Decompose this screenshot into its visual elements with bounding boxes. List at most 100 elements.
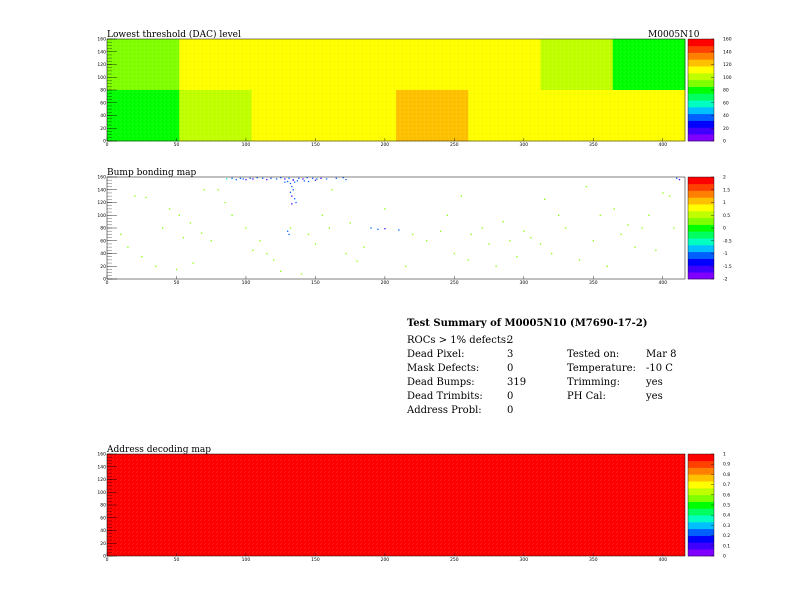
- dead-bump-point: [530, 236, 532, 239]
- dead-bump-point: [284, 181, 286, 183]
- dead-bump-point: [370, 227, 372, 229]
- colorbar-segment: [688, 100, 714, 108]
- dead-bump-point: [293, 198, 296, 200]
- dead-bump-point: [641, 227, 643, 229]
- colorbar-segment: [688, 86, 714, 94]
- dead-bump-point: [273, 259, 275, 261]
- colorbar-segment: [688, 39, 714, 47]
- dead-bump-point: [242, 178, 244, 180]
- y-tick-label: 140: [97, 464, 106, 470]
- bump-bonding-plot-area: [107, 177, 685, 279]
- colorbar-segment: [688, 467, 714, 475]
- x-tick-label: 50: [174, 142, 180, 148]
- dead-bump-point: [425, 240, 428, 242]
- dead-bump-point: [145, 196, 147, 199]
- dead-bump-point: [307, 180, 310, 183]
- x-tick-label: 300: [520, 557, 529, 563]
- colorbar-segment: [688, 265, 714, 273]
- colorbar-tick-label: 100: [723, 75, 732, 81]
- threshold-map-x-axis: 0 50 100 150 200 250 300 350 400: [106, 138, 667, 148]
- colorbar-segment: [688, 224, 714, 232]
- colorbar-segment: [688, 238, 714, 246]
- colorbar-tick-label: 0.9: [723, 462, 730, 468]
- colorbar-segment: [688, 127, 714, 135]
- colorbar-tick-label: 0.2: [723, 533, 730, 539]
- address-decoding-colorbar: 1 0.9 0.8 0.7 0.6 0.5 0.4 0.3 0.2 0.1 0: [687, 452, 730, 560]
- summary-row: Dead Bumps: 319 Trimming: yes: [407, 377, 707, 391]
- dead-bump-point: [673, 227, 675, 229]
- dead-bump-point: [280, 177, 282, 179]
- address-decoding-panel: Address decoding map 0 50 100 150 200 250 300 3…: [97, 445, 730, 563]
- x-tick-label: 200: [381, 280, 390, 286]
- colorbar-tick-label: 0: [723, 139, 726, 145]
- summary-right-value: Mar 8: [646, 349, 677, 360]
- dead-bump-point: [634, 246, 636, 248]
- x-tick-label: 250: [450, 557, 459, 563]
- colorbar-segment: [688, 508, 714, 516]
- dead-bump-point: [460, 195, 463, 197]
- x-tick-label: 100: [242, 142, 251, 148]
- dead-bump-point: [249, 177, 251, 179]
- module-id-label: M0005N10: [648, 30, 700, 40]
- x-tick-label: 350: [589, 142, 598, 148]
- bump-bonding-title: Bump bonding map: [107, 168, 197, 178]
- dead-bump-point: [331, 189, 333, 191]
- dead-bump-point: [345, 178, 347, 181]
- colorbar-tick-label: 0.3: [723, 523, 730, 529]
- summary-right-label: Temperature:: [567, 363, 636, 374]
- dead-bump-point: [613, 208, 615, 210]
- dead-bump-point: [293, 181, 296, 183]
- dead-bump-point: [316, 178, 318, 180]
- dead-bump-point: [363, 246, 365, 248]
- summary-left-value: 0: [507, 363, 514, 374]
- y-tick-label: 80: [100, 503, 106, 509]
- x-tick-label: 150: [311, 142, 320, 148]
- y-tick-label: 0: [103, 277, 106, 283]
- dead-bump-point: [676, 177, 678, 179]
- x-tick-label: 0: [106, 557, 109, 563]
- summary-left-label: Dead Pixel:: [407, 349, 465, 360]
- y-tick-label: 20: [100, 264, 106, 270]
- dead-bump-point: [161, 227, 164, 229]
- colorbar-segment: [688, 134, 714, 142]
- colorbar-segment: [688, 204, 714, 212]
- y-tick-label: 160: [97, 452, 106, 458]
- dead-bump-point: [303, 180, 305, 182]
- colorbar-segment: [688, 494, 714, 502]
- dead-bump-point: [178, 214, 180, 216]
- colorbar-segment: [688, 542, 714, 550]
- dead-bump-point: [564, 227, 567, 229]
- dead-bump-point: [266, 178, 268, 181]
- dead-bump-point: [289, 227, 292, 229]
- colorbar-tick-label: 0: [723, 554, 726, 560]
- dead-bump-point: [335, 177, 337, 179]
- dead-bump-point: [502, 221, 504, 223]
- dead-bump-point: [120, 233, 122, 236]
- colorbar-tick-label: 80: [723, 88, 729, 94]
- dead-bump-point: [306, 177, 308, 179]
- dead-bump-point: [291, 185, 293, 188]
- summary-right-value: yes: [646, 391, 663, 402]
- dead-bump-point: [384, 228, 386, 230]
- summary-row: Address Probl: 0: [407, 405, 707, 419]
- colorbar-segment: [688, 488, 714, 496]
- dead-bump-point: [377, 228, 379, 230]
- colorbar-segment: [688, 59, 714, 67]
- y-tick-label: 160: [97, 37, 106, 43]
- dead-bump-point: [192, 262, 194, 264]
- y-tick-label: 40: [100, 251, 106, 257]
- colorbar-tick-label: 0.1: [723, 543, 730, 549]
- y-tick-label: 100: [97, 490, 106, 496]
- colorbar-tick-label: 0.4: [723, 513, 730, 519]
- dead-bump-point: [307, 233, 310, 236]
- colorbar-tick-label: 1: [723, 452, 726, 458]
- colorbar-tick-label: 0.6: [723, 492, 730, 498]
- dead-bump-point: [314, 179, 317, 181]
- y-tick-label: 40: [100, 528, 106, 534]
- dead-bump-point: [446, 214, 449, 216]
- y-tick-label: 120: [97, 477, 106, 483]
- colorbar-tick-label: 160: [723, 37, 732, 43]
- summary-left-value: 2: [507, 335, 514, 346]
- colorbar-segment: [688, 515, 714, 523]
